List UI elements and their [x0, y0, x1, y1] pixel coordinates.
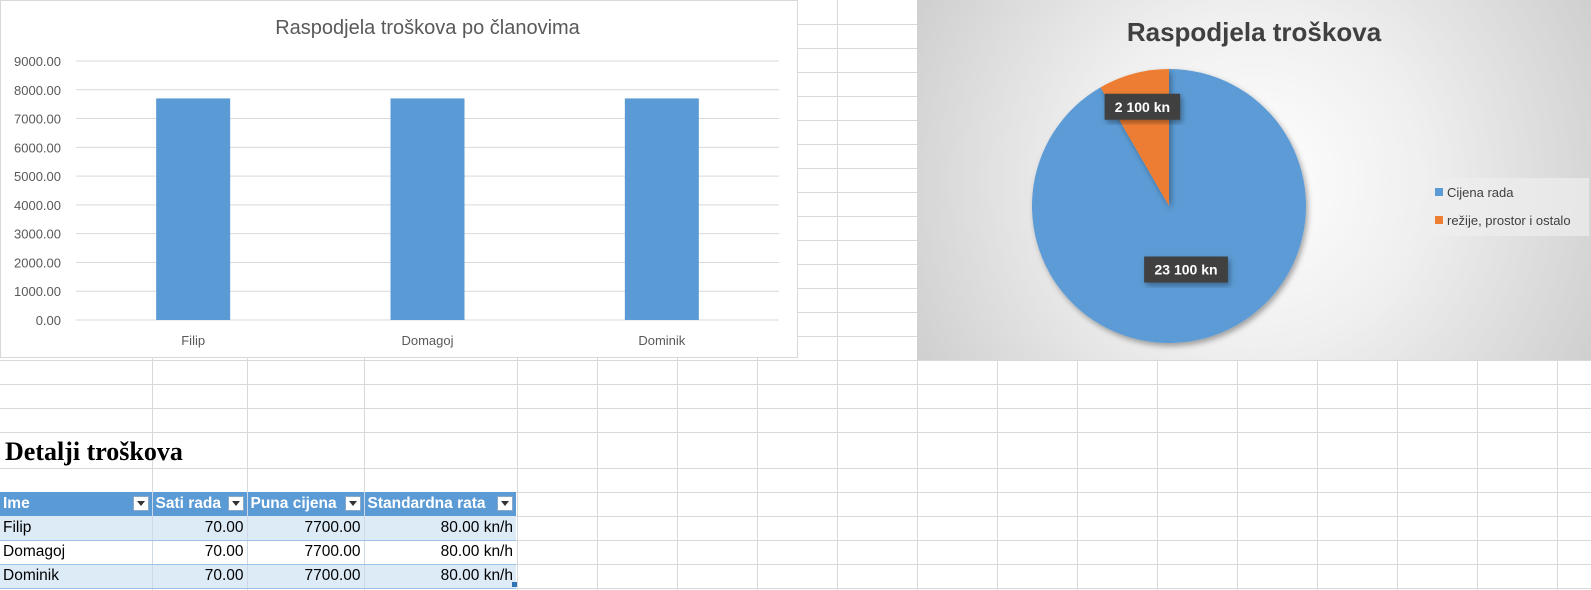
- cell-hours[interactable]: 70.00: [151, 540, 247, 565]
- cell-full-price[interactable]: 7700.00: [246, 516, 364, 541]
- legend-label: režije, prostor i ostalo: [1447, 213, 1571, 228]
- filter-dropdown-icon[interactable]: [497, 496, 513, 511]
- header-cell-puna-cijena[interactable]: Puna cijena: [246, 492, 364, 516]
- y-tick-label: 8000.00: [14, 83, 61, 98]
- header-label: Puna cijena: [250, 495, 337, 512]
- table-row: Dominik 70.00 7700.00 80.00 kn/h: [0, 564, 516, 589]
- y-tick-label: 5000.00: [14, 169, 61, 184]
- bar-chart-plot: Raspodjela troškova po članovima 0.00 1000…: [14, 17, 779, 348]
- table-resize-handle[interactable]: [512, 582, 517, 587]
- y-tick-label: 3000.00: [14, 227, 61, 242]
- cell-hours[interactable]: 70.00: [151, 564, 247, 589]
- svg-text:2 100 kn: 2 100 kn: [1115, 99, 1170, 115]
- data-label: 23 100 kn: [1144, 256, 1228, 283]
- y-tick-label: 0.00: [36, 313, 61, 328]
- cell-rate[interactable]: 80.00 kn/h: [363, 564, 516, 589]
- cell-name[interactable]: Filip: [0, 516, 152, 541]
- header-label: Standardna rata: [367, 495, 486, 512]
- table-row: Domagoj 70.00 7700.00 80.00 kn/h: [0, 540, 516, 565]
- cell-rate[interactable]: 80.00 kn/h: [363, 516, 516, 541]
- y-tick-label: 2000.00: [14, 255, 61, 270]
- chart-title: Raspodjela troškova po članovima: [275, 17, 580, 39]
- y-tick-label: 9000.00: [14, 54, 61, 69]
- cost-table[interactable]: Ime Sati rada Puna cijena Standardna rat…: [0, 492, 516, 589]
- pie-chart[interactable]: Raspodjela troškova 23 100 kn 2 100 kn Cije…: [917, 0, 1591, 360]
- legend-swatch: [1435, 216, 1443, 224]
- x-tick-label: Dominik: [638, 333, 685, 348]
- cell-hours[interactable]: 70.00: [151, 516, 247, 541]
- svg-text:23 100 kn: 23 100 kn: [1154, 262, 1217, 278]
- legend: Cijena rada režije, prostor i ostalo: [1429, 178, 1589, 236]
- x-tick-label: Domagoj: [401, 333, 453, 348]
- legend-swatch: [1435, 188, 1443, 196]
- header-cell-ime[interactable]: Ime: [0, 492, 152, 516]
- pie-chart-plot: Raspodjela troškova 23 100 kn 2 100 kn Cije…: [1032, 17, 1589, 343]
- bar-chart[interactable]: Raspodjela troškova po članovima 0.00 1000…: [0, 0, 798, 358]
- chart-title: Raspodjela troškova: [1127, 17, 1382, 47]
- legend-label: Cijena rada: [1447, 185, 1514, 200]
- y-tick-label: 4000.00: [14, 198, 61, 213]
- y-tick-label: 6000.00: [14, 140, 61, 155]
- x-tick-label: Filip: [181, 333, 205, 348]
- section-title: Detalji troškova: [5, 437, 183, 466]
- y-tick-label: 1000.00: [14, 284, 61, 299]
- table-header-row: Ime Sati rada Puna cijena Standardna rat…: [0, 492, 516, 516]
- filter-dropdown-icon[interactable]: [132, 496, 149, 511]
- cell-rate[interactable]: 80.00 kn/h: [363, 540, 516, 565]
- filter-dropdown-icon[interactable]: [344, 496, 361, 511]
- table-row: Filip 70.00 7700.00 80.00 kn/h: [0, 516, 516, 541]
- bar: [390, 98, 465, 321]
- header-label: Sati rada: [155, 495, 221, 512]
- filter-dropdown-icon[interactable]: [227, 496, 244, 511]
- header-cell-standardna-rata[interactable]: Standardna rata: [363, 492, 516, 516]
- y-tick-label: 7000.00: [14, 112, 61, 127]
- header-cell-sati-rada[interactable]: Sati rada: [151, 492, 247, 516]
- cell-name[interactable]: Domagoj: [0, 540, 152, 565]
- cell-full-price[interactable]: 7700.00: [246, 540, 364, 565]
- data-label: 2 100 kn: [1104, 93, 1181, 120]
- bar: [156, 98, 231, 321]
- cell-full-price[interactable]: 7700.00: [246, 564, 364, 589]
- bar: [624, 98, 699, 321]
- header-label: Ime: [3, 495, 30, 512]
- cell-name[interactable]: Dominik: [0, 564, 152, 589]
